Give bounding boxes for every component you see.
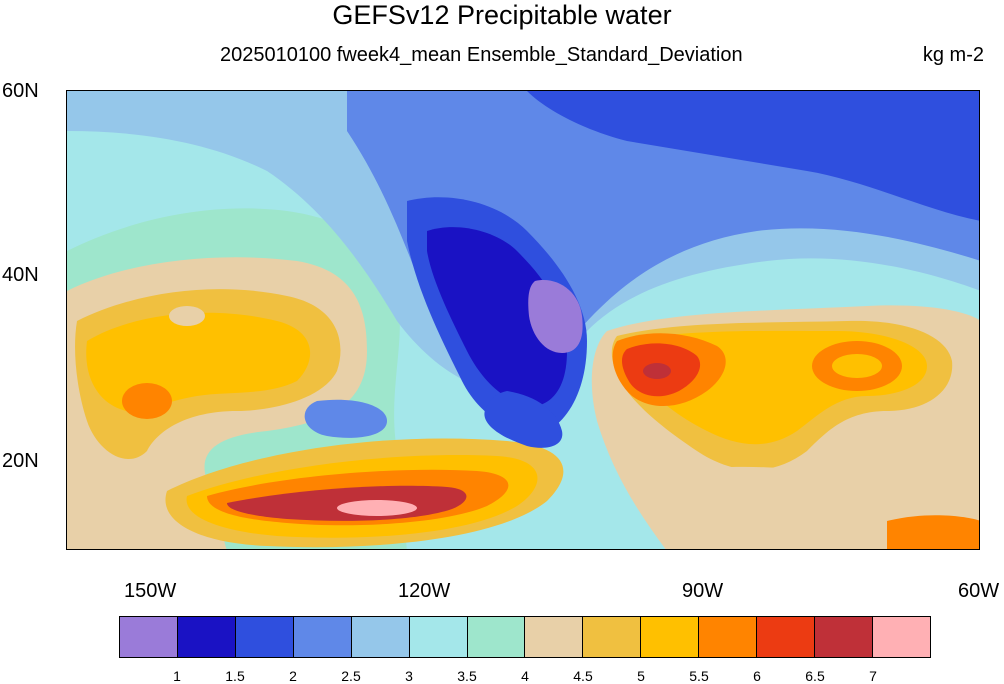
field-orange-spot [122, 383, 172, 419]
colorbar-tick-label: 4.5 [573, 668, 593, 684]
colorbar [119, 616, 931, 658]
colorbar-tick-label: 6.5 [805, 668, 825, 684]
colorbar-box [699, 617, 758, 657]
field-tan-south [685, 466, 887, 549]
colorbar-tick-label: 1.5 [225, 668, 245, 684]
lon-label-60w: 60W [958, 580, 1000, 602]
colorbar-box [815, 617, 873, 657]
field-pink-core [337, 500, 417, 516]
lon-label-120w: 120W [398, 580, 451, 602]
colorbar-box [583, 617, 642, 657]
chart-subtitle: 2025010100 fweek4_mean Ensemble_Standard… [220, 44, 743, 66]
colorbar-tick-label: 3.5 [457, 668, 477, 684]
field-darkred-gulf [643, 363, 671, 379]
colorbar-box [872, 617, 930, 657]
colorbar-box [293, 617, 352, 657]
colorbar-tick-label: 7 [869, 668, 877, 684]
lon-label-90w: 90W [682, 580, 724, 602]
colorbar-tick-label: 4 [521, 668, 529, 684]
field-blue-mexico [484, 391, 563, 448]
colorbar-tick-label: 2.5 [341, 668, 361, 684]
field-purple-core [528, 280, 583, 353]
chart-title: GEFSv12 Precipitable water [332, 0, 672, 30]
field-midblue-pacific-spot [304, 399, 387, 438]
colorbar-box [177, 617, 236, 657]
units-label: kg m-2 [922, 44, 984, 66]
colorbar-box [120, 617, 178, 657]
colorbar-tick-label: 3 [405, 668, 413, 684]
lon-label-150w: 150W [124, 580, 177, 602]
colorbar-box [409, 617, 468, 657]
field-tan-spot [169, 306, 205, 326]
colorbar-tick-label: 1 [173, 668, 181, 684]
colorbar-box [235, 617, 294, 657]
colorbar-box [467, 617, 526, 657]
map-plot-area [66, 90, 980, 550]
field-darkblue-rockies [427, 227, 567, 406]
colorbar-box [757, 617, 816, 657]
colorbar-tick-label: 6 [753, 668, 761, 684]
colorbar-box [641, 617, 700, 657]
lat-label-20n: 20N [2, 450, 39, 472]
field-yellow-atlantic-inner [832, 354, 882, 378]
lat-label-40n: 40N [2, 264, 39, 286]
lat-label-60n: 60N [2, 80, 39, 102]
colorbar-tick-label: 5 [637, 668, 645, 684]
field-orange-southeast-edge [887, 515, 979, 549]
colorbar-tick-label: 2 [289, 668, 297, 684]
colorbar-box [525, 617, 584, 657]
field-blue-north [527, 91, 979, 221]
colorbar-box [351, 617, 410, 657]
colorbar-tick-label: 5.5 [689, 668, 709, 684]
map-field [67, 91, 979, 549]
